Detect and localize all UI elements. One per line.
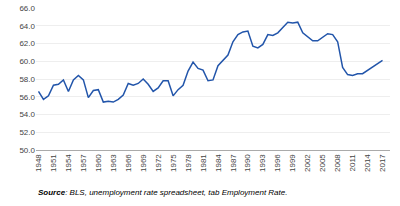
svg-text:52.0: 52.0 [19,128,35,137]
svg-text:1969: 1969 [139,154,148,172]
svg-text:1987: 1987 [229,154,238,172]
svg-text:62.0: 62.0 [19,39,35,48]
svg-text:1951: 1951 [49,154,58,172]
svg-text:1957: 1957 [79,154,88,172]
svg-text:1996: 1996 [273,154,282,172]
svg-text:50.0: 50.0 [19,146,35,155]
svg-text:1948: 1948 [34,154,43,172]
svg-text:2011: 2011 [348,154,357,172]
svg-text:64.0: 64.0 [19,22,35,31]
svg-text:1984: 1984 [214,154,223,172]
svg-text:66.0: 66.0 [19,4,35,13]
svg-text:60.0: 60.0 [19,57,35,66]
svg-text:1990: 1990 [244,154,253,172]
svg-text:56.0: 56.0 [19,93,35,102]
svg-text:2002: 2002 [303,154,312,172]
svg-text:1993: 1993 [258,154,267,172]
svg-text:1954: 1954 [64,154,73,172]
svg-text:58.0: 58.0 [19,75,35,84]
svg-text:1966: 1966 [124,154,133,172]
svg-text:1999: 1999 [288,154,297,172]
svg-text:1981: 1981 [199,154,208,172]
svg-text:1972: 1972 [154,154,163,172]
svg-text:2017: 2017 [378,154,387,172]
svg-text:1975: 1975 [169,154,178,172]
svg-text:1960: 1960 [94,154,103,172]
svg-text:2014: 2014 [363,154,372,172]
svg-text:1978: 1978 [184,154,193,172]
svg-text:54.0: 54.0 [19,110,35,119]
svg-text:2005: 2005 [318,154,327,172]
svg-text:1963: 1963 [109,154,118,172]
svg-text:2008: 2008 [333,154,342,172]
svg-text:Source: BLS, unemployment rate: Source: BLS, unemployment rate spreadshe… [38,188,287,197]
